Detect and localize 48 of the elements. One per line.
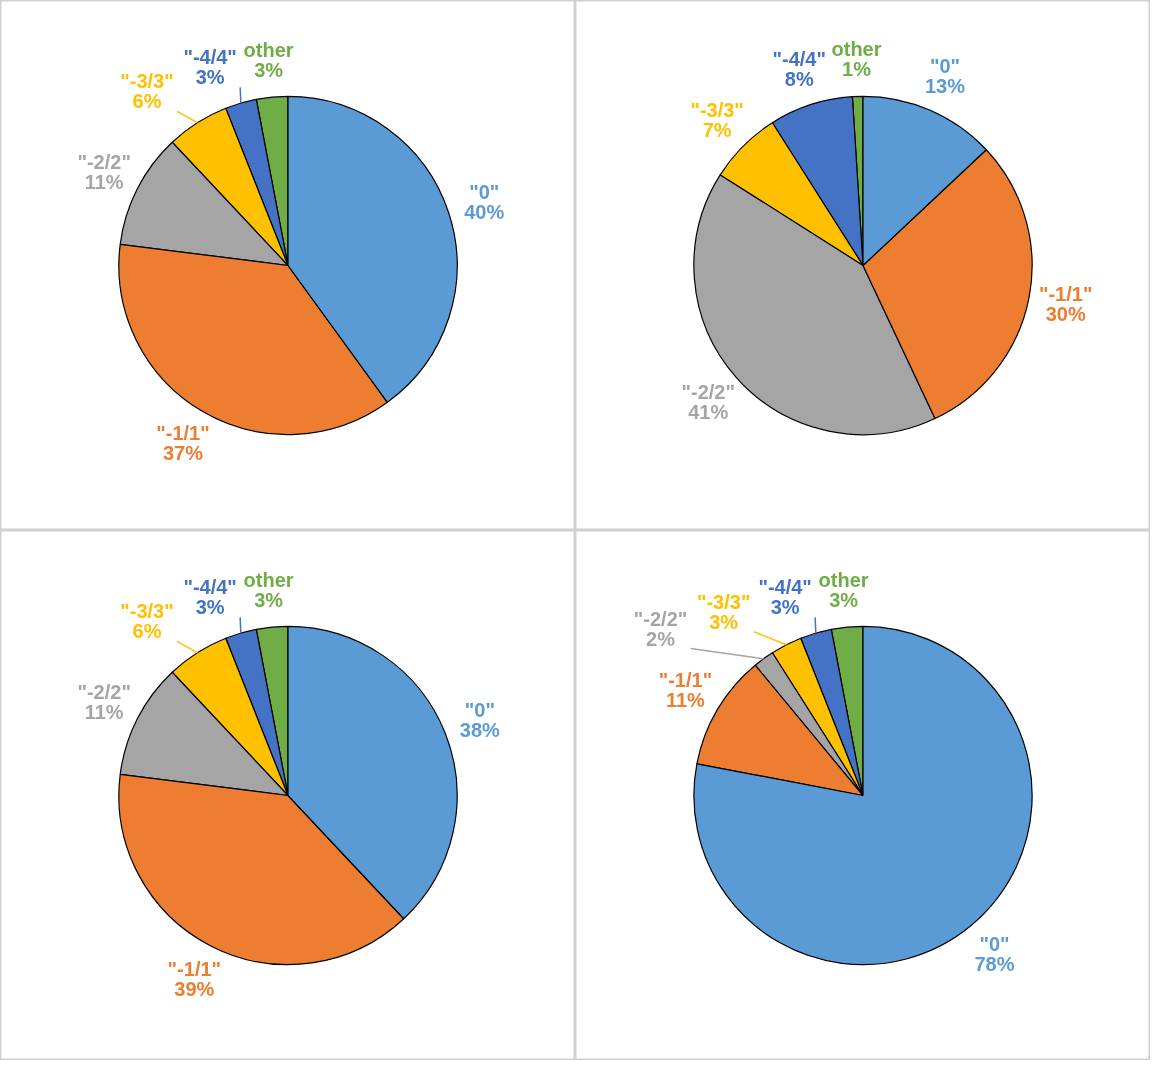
data-label: 1% [842, 58, 872, 81]
data-label: 3% [709, 610, 739, 633]
slice-label: "-2/2" [77, 150, 131, 173]
data-label: 6% [132, 620, 162, 643]
data-label: 3% [254, 59, 284, 82]
data-label: 11% [84, 700, 124, 723]
slice-label: other [818, 569, 869, 592]
data-label: 30% [1045, 303, 1086, 326]
slice-label: "-1/1" [658, 669, 713, 692]
slice-label: "-2/2" [681, 380, 735, 403]
data-label: 38% [459, 718, 501, 741]
data-label: 2% [646, 627, 676, 650]
slice-label: "-3/3" [120, 70, 174, 93]
data-label: 3% [195, 596, 225, 619]
slice-label: "0" [469, 180, 500, 203]
slice-label: "-1/1" [1038, 283, 1093, 306]
slice-label: "-4/4" [758, 576, 812, 599]
slice-label: "-3/3" [696, 590, 751, 613]
slice-label: "-3/3" [690, 98, 744, 121]
slice-label: other [243, 39, 294, 62]
slice-label: other [831, 38, 882, 61]
slice-label: "-3/3" [120, 600, 174, 623]
slice-label: other [243, 569, 294, 592]
slice-label: "0" [979, 933, 1010, 956]
slice-label: "-4/4" [183, 576, 237, 599]
data-label: 40% [464, 200, 505, 223]
data-label: 11% [665, 689, 706, 712]
data-label: 3% [829, 589, 859, 612]
data-label: 41% [688, 400, 729, 423]
data-label: 3% [195, 66, 225, 89]
data-label: 37% [162, 442, 204, 465]
data-label: 11% [84, 170, 124, 193]
data-label: 78% [974, 953, 1015, 976]
slice-label: "0" [464, 698, 495, 721]
data-label: 7% [702, 118, 732, 141]
data-label: 3% [770, 596, 800, 619]
slice-label: "-4/4" [183, 46, 237, 69]
data-label: 3% [254, 589, 284, 612]
data-label: 39% [174, 978, 215, 1001]
slice-label: "0" [929, 55, 960, 78]
slice-label: "-1/1" [167, 958, 222, 981]
slice-label: "-2/2" [633, 607, 688, 630]
slice-label: "-2/2" [77, 680, 131, 703]
data-label: 13% [924, 75, 966, 98]
data-label: 6% [132, 90, 162, 113]
slice-label: "-1/1" [156, 422, 210, 445]
data-label: 8% [784, 68, 814, 91]
slice-label: "-4/4" [772, 48, 826, 71]
